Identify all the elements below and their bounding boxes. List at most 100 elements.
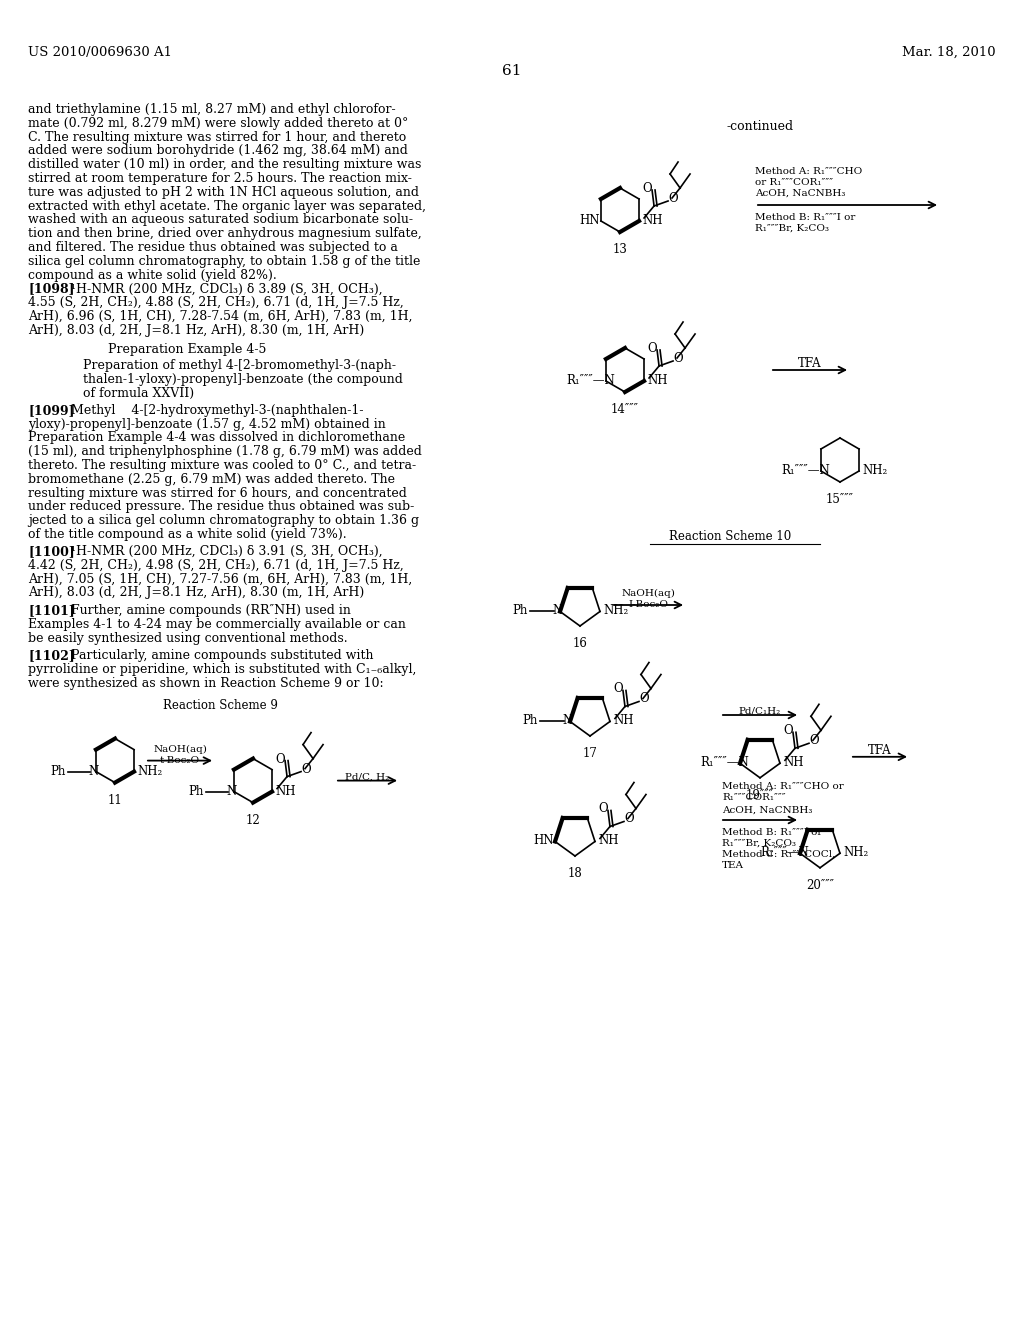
- Text: yloxy)-propenyl]-benzoate (1.57 g, 4.52 mM) obtained in: yloxy)-propenyl]-benzoate (1.57 g, 4.52 …: [28, 417, 386, 430]
- Text: O: O: [624, 813, 634, 825]
- Text: pyrrolidine or piperidine, which is substituted with C₁₋₆alkyl,: pyrrolidine or piperidine, which is subs…: [28, 663, 417, 676]
- Text: extracted with ethyl acetate. The organic layer was separated,: extracted with ethyl acetate. The organi…: [28, 199, 426, 213]
- Text: N: N: [226, 784, 237, 797]
- Text: 4.55 (S, 2H, CH₂), 4.88 (S, 2H, CH₂), 6.71 (d, 1H, J=7.5 Hz,: 4.55 (S, 2H, CH₂), 4.88 (S, 2H, CH₂), 6.…: [28, 296, 403, 309]
- Text: were synthesized as shown in Reaction Scheme 9 or 10:: were synthesized as shown in Reaction Sc…: [28, 677, 384, 690]
- Text: NaOH(aq): NaOH(aq): [153, 744, 207, 754]
- Text: 4.42 (S, 2H, CH₂), 4.98 (S, 2H, CH₂), 6.71 (d, 1H, J=7.5 Hz,: 4.42 (S, 2H, CH₂), 4.98 (S, 2H, CH₂), 6.…: [28, 558, 403, 572]
- Text: tion and then brine, dried over anhydrous magnesium sulfate,: tion and then brine, dried over anhydrou…: [28, 227, 422, 240]
- Text: AcOH, NaCNBH₃: AcOH, NaCNBH₃: [755, 189, 846, 198]
- Text: I-Boc₂O: I-Boc₂O: [629, 601, 669, 609]
- Text: t-Boc₂O: t-Boc₂O: [160, 755, 200, 764]
- Text: (15 ml), and triphenylphosphine (1.78 g, 6.79 mM) was added: (15 ml), and triphenylphosphine (1.78 g,…: [28, 445, 422, 458]
- Text: O: O: [613, 682, 623, 696]
- Text: Method A: R₁″″″CHO: Method A: R₁″″″CHO: [755, 168, 862, 176]
- Text: C. The resulting mixture was stirred for 1 hour, and thereto: C. The resulting mixture was stirred for…: [28, 131, 407, 144]
- Text: 15″″″: 15″″″: [826, 492, 854, 506]
- Text: distilled water (10 ml) in order, and the resulting mixture was: distilled water (10 ml) in order, and th…: [28, 158, 421, 172]
- Text: Particularly, amine compounds substituted with: Particularly, amine compounds substitute…: [71, 649, 374, 663]
- Text: NH: NH: [598, 834, 618, 847]
- Text: Ph: Ph: [50, 764, 66, 777]
- Text: O: O: [783, 725, 793, 738]
- Text: R₁″″″—N: R₁″″″—N: [781, 465, 829, 477]
- Text: Further, amine compounds (RR″NH) used in: Further, amine compounds (RR″NH) used in: [71, 605, 351, 616]
- Text: [1100]: [1100]: [28, 545, 75, 558]
- Text: and filtered. The residue thus obtained was subjected to a: and filtered. The residue thus obtained …: [28, 242, 398, 253]
- Text: 17: 17: [583, 747, 597, 760]
- Text: NH₂: NH₂: [137, 764, 162, 777]
- Text: 20″″″: 20″″″: [806, 879, 834, 892]
- Text: N: N: [562, 714, 572, 727]
- Text: thereto. The resulting mixture was cooled to 0° C., and tetra-: thereto. The resulting mixture was coole…: [28, 459, 416, 473]
- Text: -continued: -continued: [726, 120, 794, 133]
- Text: O: O: [301, 763, 310, 776]
- Text: Pd/C₁H₂: Pd/C₁H₂: [739, 708, 781, 715]
- Text: resulting mixture was stirred for 6 hours, and concentrated: resulting mixture was stirred for 6 hour…: [28, 487, 407, 499]
- Text: [1098]: [1098]: [28, 282, 75, 296]
- Text: ArH), 8.03 (d, 2H, J=8.1 Hz, ArH), 8.30 (m, 1H, ArH): ArH), 8.03 (d, 2H, J=8.1 Hz, ArH), 8.30 …: [28, 323, 365, 337]
- Text: 13: 13: [612, 243, 628, 256]
- Text: NH: NH: [647, 374, 668, 387]
- Text: under reduced pressure. The residue thus obtained was sub-: under reduced pressure. The residue thus…: [28, 500, 415, 513]
- Text: Preparation of methyl 4-[2-bromomethyl-3-(naph-: Preparation of methyl 4-[2-bromomethyl-3…: [83, 359, 396, 372]
- Text: Method C: R₁″″″COCl,: Method C: R₁″″″COCl,: [722, 850, 836, 859]
- Text: Ph: Ph: [188, 784, 204, 797]
- Text: stirred at room temperature for 2.5 hours. The reaction mix-: stirred at room temperature for 2.5 hour…: [28, 172, 412, 185]
- Text: 61: 61: [502, 63, 522, 78]
- Text: Ph: Ph: [512, 605, 527, 618]
- Text: Preparation Example 4-4 was dissolved in dichloromethane: Preparation Example 4-4 was dissolved in…: [28, 432, 406, 445]
- Text: NH: NH: [613, 714, 634, 727]
- Text: ArH), 8.03 (d, 2H, J=8.1 Hz, ArH), 8.30 (m, 1H, ArH): ArH), 8.03 (d, 2H, J=8.1 Hz, ArH), 8.30 …: [28, 586, 365, 599]
- Text: silica gel column chromatography, to obtain 1.58 g of the title: silica gel column chromatography, to obt…: [28, 255, 421, 268]
- Text: Examples 4-1 to 4-24 may be commercially available or can: Examples 4-1 to 4-24 may be commercially…: [28, 618, 406, 631]
- Text: 19″″″: 19″″″: [746, 789, 774, 801]
- Text: Method B: R₁″″″I or: Method B: R₁″″″I or: [755, 213, 855, 222]
- Text: O: O: [647, 342, 656, 355]
- Text: TEA: TEA: [722, 861, 744, 870]
- Text: ¹H-NMR (200 MHz, CDCl₃) δ 3.91 (S, 3H, OCH₃),: ¹H-NMR (200 MHz, CDCl₃) δ 3.91 (S, 3H, O…: [71, 545, 383, 558]
- Text: TFA: TFA: [798, 356, 822, 370]
- Text: O: O: [809, 734, 818, 747]
- Text: O: O: [598, 803, 607, 816]
- Text: 16: 16: [572, 638, 588, 649]
- Text: HN: HN: [579, 214, 599, 227]
- Text: AcOH, NaCNBH₃: AcOH, NaCNBH₃: [722, 807, 812, 814]
- Text: bromomethane (2.25 g, 6.79 mM) was added thereto. The: bromomethane (2.25 g, 6.79 mM) was added…: [28, 473, 395, 486]
- Text: compound as a white solid (yield 82%).: compound as a white solid (yield 82%).: [28, 268, 276, 281]
- Text: ArH), 7.05 (S, 1H, CH), 7.27-7.56 (m, 6H, ArH), 7.83 (m, 1H,: ArH), 7.05 (S, 1H, CH), 7.27-7.56 (m, 6H…: [28, 573, 413, 585]
- Text: [1101]: [1101]: [28, 605, 75, 616]
- Text: NH₂: NH₂: [603, 605, 628, 618]
- Text: of the title compound as a white solid (yield 73%).: of the title compound as a white solid (…: [28, 528, 347, 541]
- Text: washed with an aqueous saturated sodium bicarbonate solu-: washed with an aqueous saturated sodium …: [28, 214, 413, 227]
- Text: N: N: [88, 764, 98, 777]
- Text: R₁″″″—N: R₁″″″—N: [566, 374, 614, 387]
- Text: HN: HN: [534, 834, 554, 847]
- Text: [1099]: [1099]: [28, 404, 75, 417]
- Text: O: O: [668, 191, 678, 205]
- Text: Ph: Ph: [522, 714, 538, 727]
- Text: mate (0.792 ml, 8.279 mM) were slowly added thereto at 0°: mate (0.792 ml, 8.279 mM) were slowly ad…: [28, 116, 409, 129]
- Text: O: O: [673, 352, 683, 366]
- Text: Mar. 18, 2010: Mar. 18, 2010: [902, 46, 996, 59]
- Text: NH: NH: [642, 214, 663, 227]
- Text: NH₂: NH₂: [862, 465, 888, 477]
- Text: 11: 11: [108, 793, 123, 807]
- Text: NH: NH: [783, 756, 804, 770]
- Text: of formula XXVII): of formula XXVII): [83, 387, 195, 400]
- Text: Reaction Scheme 10: Reaction Scheme 10: [669, 531, 792, 543]
- Text: ¹H-NMR (200 MHz, CDCl₃) δ 3.89 (S, 3H, OCH₃),: ¹H-NMR (200 MHz, CDCl₃) δ 3.89 (S, 3H, O…: [71, 282, 383, 296]
- Text: Method B: R₁″″″I or: Method B: R₁″″″I or: [722, 828, 822, 837]
- Text: R₁″″″—N: R₁″″″—N: [700, 756, 749, 770]
- Text: Pd/C, H₂: Pd/C, H₂: [345, 772, 389, 781]
- Text: thalen-1-yloxy)-propenyl]-benzoate (the compound: thalen-1-yloxy)-propenyl]-benzoate (the …: [83, 374, 402, 387]
- Text: Preparation Example 4-5: Preparation Example 4-5: [108, 343, 266, 355]
- Text: added were sodium borohydride (1.462 mg, 38.64 mM) and: added were sodium borohydride (1.462 mg,…: [28, 144, 408, 157]
- Text: or R₁″″″COR₁″″″: or R₁″″″COR₁″″″: [755, 178, 834, 187]
- Text: R₁″″″—N: R₁″″″—N: [760, 846, 809, 859]
- Text: N: N: [552, 605, 562, 618]
- Text: TFA: TFA: [868, 743, 892, 756]
- Text: be easily synthesized using conventional methods.: be easily synthesized using conventional…: [28, 631, 347, 644]
- Text: Method A: R₁″″″CHO or: Method A: R₁″″″CHO or: [722, 781, 844, 791]
- Text: jected to a silica gel column chromatography to obtain 1.36 g: jected to a silica gel column chromatogr…: [28, 515, 419, 527]
- Text: and triethylamine (1.15 ml, 8.27 mM) and ethyl chlorofor-: and triethylamine (1.15 ml, 8.27 mM) and…: [28, 103, 395, 116]
